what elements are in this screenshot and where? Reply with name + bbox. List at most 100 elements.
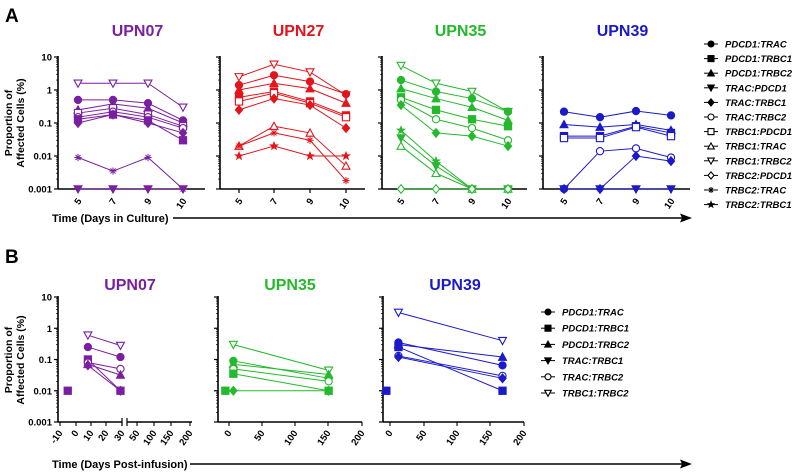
data-point bbox=[73, 185, 83, 195]
legend-label: TRBC1:PDCD1 bbox=[725, 127, 792, 138]
data-point bbox=[595, 113, 605, 122]
a-0-y-tick-label: 0.01 bbox=[34, 152, 53, 163]
data-point bbox=[143, 79, 153, 89]
legend-label: PDCD1:TRBC2 bbox=[725, 69, 793, 80]
x-tick-label: 30 bbox=[112, 428, 127, 443]
data-point bbox=[305, 127, 315, 137]
data-point bbox=[394, 351, 403, 363]
subplot-title: UPN27 bbox=[273, 23, 325, 40]
series-pdcd1-trbc2 bbox=[393, 339, 508, 361]
data-point bbox=[498, 386, 507, 395]
legend-item-pdcd1-trbc2: PDCD1:TRBC2 bbox=[704, 69, 793, 80]
legend-label: TRAC:TRBC1 bbox=[562, 356, 623, 367]
series-line bbox=[238, 63, 347, 96]
data-point bbox=[269, 71, 279, 80]
legend-label: PDCD1:TRAC bbox=[562, 308, 624, 319]
data-point bbox=[143, 185, 153, 195]
data-point bbox=[498, 361, 507, 370]
series-line bbox=[564, 126, 672, 139]
legend-item-trbc1-trac: TRBC1:TRAC bbox=[704, 142, 786, 153]
series-trbc1-trac bbox=[234, 121, 351, 170]
data-point bbox=[341, 160, 351, 170]
legend-marker-circle-icon bbox=[544, 373, 552, 381]
data-point bbox=[306, 136, 314, 144]
x-tick-label: 150 bbox=[158, 428, 176, 447]
legend-marker-triangle-up-icon bbox=[706, 68, 716, 77]
data-point bbox=[269, 140, 279, 151]
series-pdcd1-trac bbox=[83, 342, 125, 362]
legend-label: TRBC1:TRAC bbox=[725, 142, 786, 153]
data-point bbox=[396, 125, 406, 135]
data-point bbox=[228, 340, 239, 350]
data-point bbox=[666, 155, 676, 167]
legend-item-trbc2-trac: TRBC2:TRAC bbox=[704, 186, 786, 197]
data-point bbox=[431, 127, 441, 139]
data-point bbox=[394, 342, 403, 352]
legend-marker-triangle-down-icon bbox=[706, 157, 716, 166]
series-line bbox=[77, 107, 184, 127]
data-point bbox=[83, 331, 93, 341]
series-pdcd1-trbc1 bbox=[221, 386, 230, 395]
series-trac-pdcd1 bbox=[559, 185, 676, 195]
series-line bbox=[87, 362, 121, 370]
data-point bbox=[305, 99, 315, 111]
x-tick-label: 10 bbox=[174, 196, 189, 211]
data-point bbox=[229, 369, 238, 378]
x-tick-label: 0 bbox=[383, 428, 395, 439]
panel-letter-b: B bbox=[5, 247, 19, 268]
data-point bbox=[305, 68, 315, 78]
series-line bbox=[77, 103, 184, 124]
series-line bbox=[238, 132, 347, 181]
data-point bbox=[467, 102, 477, 112]
legend-label: TRBC1:TRBC2 bbox=[725, 156, 792, 167]
series-pdcd1-trbc1 bbox=[396, 93, 513, 131]
data-point bbox=[342, 176, 350, 185]
series-pdcd1-trac bbox=[394, 338, 507, 370]
x-tick-label: 100 bbox=[282, 428, 300, 447]
data-point bbox=[396, 75, 406, 85]
data-point bbox=[229, 385, 238, 396]
data-point bbox=[467, 87, 477, 97]
data-point bbox=[178, 185, 188, 195]
data-point bbox=[396, 134, 406, 144]
data-point bbox=[144, 153, 152, 162]
y-axis-label-line1: Proportion of bbox=[3, 326, 15, 393]
legend-item-trbc1-trbc2: TRBC1:TRBC2 bbox=[704, 156, 792, 167]
series-line bbox=[77, 114, 184, 134]
x-tick-label: 7 bbox=[594, 196, 606, 207]
data-point bbox=[666, 185, 676, 195]
data-point bbox=[341, 89, 351, 99]
data-point bbox=[595, 133, 605, 143]
series-trbc1-trac bbox=[396, 140, 513, 193]
legend-b: PDCD1:TRAC PDCD1:TRBC1 PDCD1:TRBC2 TRAC:TRB… bbox=[541, 308, 630, 400]
series-line bbox=[238, 74, 347, 95]
data-point bbox=[503, 122, 513, 131]
series-line bbox=[87, 364, 121, 392]
legend-marker-diamond-icon bbox=[707, 170, 715, 180]
series-trbc2-trbc1 bbox=[234, 140, 351, 161]
legend-item-trac-trbc2: TRAC:TRBC2 bbox=[704, 113, 787, 124]
series-trac-pdcd1 bbox=[73, 185, 188, 195]
series-pdcd1-trbc1 bbox=[73, 110, 188, 145]
data-point bbox=[83, 360, 93, 371]
series-trbc1-trbc2 bbox=[228, 340, 334, 376]
data-point bbox=[503, 183, 513, 195]
data-point bbox=[74, 153, 82, 162]
series-line bbox=[78, 99, 184, 121]
legend-a: PDCD1:TRAC PDCD1:TRBC1 PDCD1:TRBC2 TRAC:PDC… bbox=[704, 40, 793, 211]
a-0-y-tick-label: 0.001 bbox=[28, 185, 52, 196]
subplot-title: UPN07 bbox=[112, 23, 164, 40]
series-line bbox=[233, 373, 329, 392]
subplot-title: UPN35 bbox=[435, 23, 487, 40]
subplot-title: UPN39 bbox=[429, 277, 481, 294]
x-tick-label: 10 bbox=[337, 196, 352, 211]
data-point bbox=[63, 386, 72, 395]
series-pdcd1-trac bbox=[396, 75, 513, 116]
a-0-y-tick-label: 10 bbox=[41, 53, 52, 64]
series-trac-trbc1 bbox=[229, 385, 333, 396]
y-axis-label-line2: Affected Cells (%) bbox=[15, 315, 27, 404]
series-pdcd1-trbc1 bbox=[394, 342, 507, 395]
data-point bbox=[116, 352, 125, 362]
series-trbc1-trbc2 bbox=[393, 308, 508, 346]
